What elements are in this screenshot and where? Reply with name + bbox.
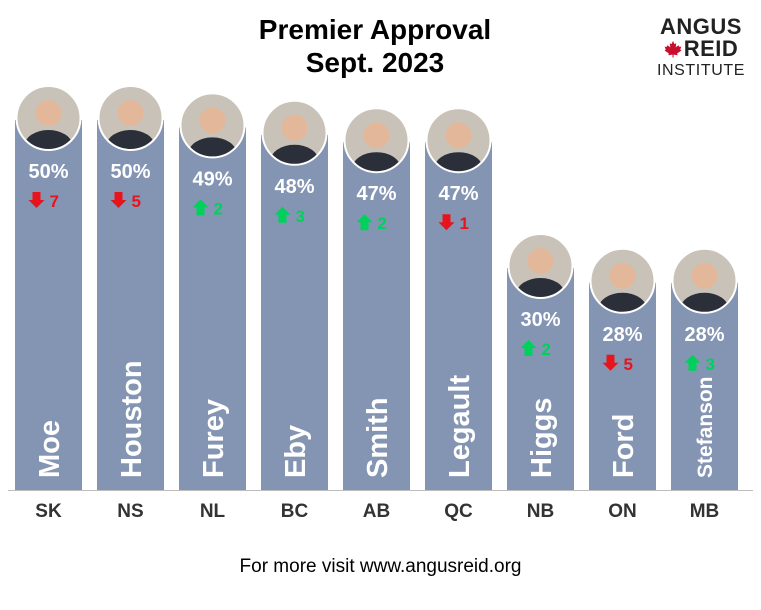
premier-name: Legault <box>444 375 476 478</box>
arrow-down-icon <box>28 192 45 208</box>
bars-group: 50% 7 Moe SK 50% 5 Houston NS 49% 2 Furey NL 48% 3 Eby… <box>15 85 738 522</box>
avatar-border <box>261 99 328 166</box>
avatar-border <box>97 85 164 151</box>
avatar-houston <box>98 86 163 150</box>
bar-qc <box>425 142 492 490</box>
avatar-eby <box>262 100 327 165</box>
value-label: 47% <box>356 183 396 205</box>
arrow-up-icon <box>192 199 209 216</box>
change-label: 7 <box>50 192 59 211</box>
change-label: 1 <box>460 214 469 233</box>
chart-title: Premier Approval Sept. 2023 <box>170 13 580 79</box>
x-tick-label: MB <box>690 501 720 522</box>
arrow-up-icon <box>356 214 373 231</box>
avatar-border <box>425 107 492 174</box>
avatar-ford <box>590 248 655 313</box>
change-label: 3 <box>296 207 305 226</box>
change-label: 2 <box>542 340 551 359</box>
x-tick-label: NS <box>117 501 143 522</box>
premier-name: Ford <box>608 414 640 478</box>
avatar-legault <box>426 108 491 173</box>
x-tick-label: NL <box>200 501 226 522</box>
premier-name: Houston <box>116 360 148 478</box>
change-label: 2 <box>214 199 223 218</box>
premier-name: Eby <box>280 425 312 478</box>
avatar-border <box>179 92 246 159</box>
premier-name: Moe <box>34 420 66 478</box>
change-label: 2 <box>378 214 387 233</box>
bar-ab <box>343 142 410 490</box>
change-label: 5 <box>132 192 141 211</box>
avatar-border <box>15 85 82 151</box>
premier-name: Smith <box>362 397 394 478</box>
premier-name: Furey <box>198 399 230 478</box>
logo-line2: REID <box>683 36 739 61</box>
bar-nb <box>507 268 574 490</box>
bar-ns <box>97 120 164 490</box>
logo-line1: ANGUS <box>660 14 742 39</box>
x-tick-label: QC <box>444 501 473 522</box>
avatar-border <box>507 233 574 299</box>
maple-leaf-icon <box>664 40 682 58</box>
arrow-down-icon <box>602 354 619 371</box>
bar-on <box>589 282 656 490</box>
avatar-moe <box>16 86 81 150</box>
avatar-smith <box>344 108 409 173</box>
angus-reid-logo: ANGUS REID INSTITUTE <box>650 16 752 80</box>
avatar-border <box>343 107 410 174</box>
avatar-border <box>671 247 738 314</box>
value-label: 49% <box>192 168 232 190</box>
premier-name: Higgs <box>526 397 558 478</box>
bar-sk <box>15 120 82 490</box>
avatar-furey <box>180 93 245 158</box>
x-tick-label: SK <box>35 501 62 522</box>
arrow-up-icon <box>684 354 701 371</box>
logo-line3: INSTITUTE <box>656 62 746 79</box>
x-tick-label: ON <box>608 501 637 522</box>
value-label: 50% <box>110 161 150 183</box>
bar-chart: 50% 7 Moe SK 50% 5 Houston NS 49% 2 Furey NL 48% 3 Eby… <box>8 85 753 522</box>
avatar-higgs <box>508 234 573 298</box>
value-label: 48% <box>274 176 314 198</box>
arrow-up-icon <box>274 206 291 223</box>
logo-line2-row: REID <box>650 38 752 60</box>
bar-nl <box>179 127 246 491</box>
value-label: 30% <box>520 309 560 331</box>
value-label: 47% <box>438 183 478 205</box>
arrow-down-icon <box>110 192 127 208</box>
change-label: 5 <box>624 355 633 374</box>
bar-bc <box>261 134 328 491</box>
change-label: 3 <box>706 355 715 374</box>
value-label: 28% <box>602 324 642 346</box>
arrow-down-icon <box>438 214 455 231</box>
avatar-border <box>589 247 656 314</box>
chart-title-line2: Sept. 2023 <box>305 47 445 78</box>
bar-mb <box>671 282 738 490</box>
value-label: 50% <box>28 161 68 183</box>
value-label: 28% <box>684 324 724 346</box>
x-tick-label: BC <box>281 501 309 522</box>
premier-name: Stefanson <box>694 376 717 478</box>
x-tick-label: NB <box>527 501 554 522</box>
footer-text: For more visit www.angusreid.org <box>239 556 522 577</box>
avatar-stefanson <box>672 248 737 313</box>
x-tick-label: AB <box>363 501 390 522</box>
chart-title-line1: Premier Approval <box>258 14 492 45</box>
arrow-up-icon <box>520 340 537 356</box>
